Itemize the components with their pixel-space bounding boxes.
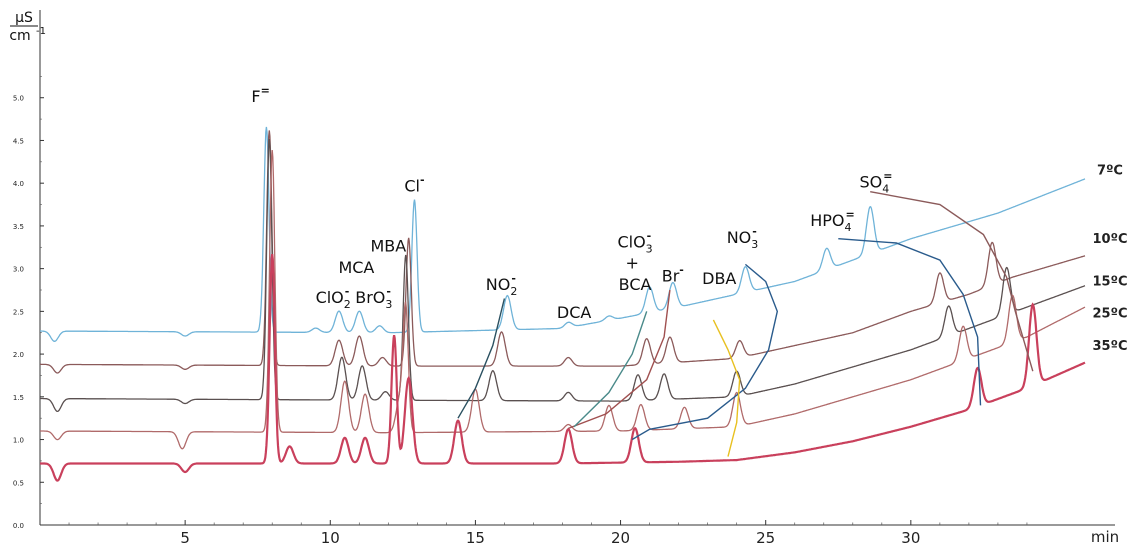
y-tick-label: 2.5	[13, 308, 24, 316]
peak-connector-6	[457, 298, 506, 419]
peak-annotation: +	[625, 254, 638, 273]
peak-annotation: NO2-	[486, 272, 518, 298]
y-tick-label: 0.5	[13, 479, 24, 487]
series-label: 10ºC	[1093, 232, 1128, 247]
series-label-layer: 7ºC 10ºC 15ºC 25ºC 35ºC	[1093, 164, 1128, 354]
x-tick-label: 5	[180, 529, 190, 547]
y-unit-exponent: -1	[36, 26, 46, 37]
series-label: 15ºC	[1093, 275, 1128, 290]
series-line-1	[40, 130, 1086, 374]
series-line-2	[40, 138, 1086, 413]
peak-annotation: SO4=	[860, 169, 893, 195]
peak-connector-1	[838, 238, 982, 406]
series-layer	[40, 126, 1086, 482]
peak-annotation: ClO3-	[617, 229, 652, 255]
x-tick-label: 20	[611, 529, 630, 547]
annotation-layer: F= Cl- MBA MCA ClO2- BrO3- NO2- DCA ClO3-+ BCA Br-…	[251, 84, 892, 322]
series-line-4	[40, 253, 1086, 482]
peak-annotation: BrO3-	[355, 285, 392, 311]
peak-annotation: HPO4=	[810, 208, 855, 234]
peak-annotation: NO3-	[727, 225, 759, 251]
y-tick-label: 1.5	[13, 394, 24, 402]
peak-connector-0	[870, 191, 1034, 372]
series-label: 7ºC	[1097, 164, 1123, 179]
series-label: 25ºC	[1093, 306, 1128, 321]
peak-annotation: DBA	[702, 269, 736, 288]
y-tick-label: 4.0	[13, 180, 24, 188]
peak-annotation: DCA	[557, 303, 591, 322]
y-tick-label: 1.0	[13, 437, 24, 445]
peak-connector-5	[573, 311, 648, 428]
peak-annotation: BCA	[619, 275, 652, 294]
y-tick-label: 2.0	[13, 351, 24, 359]
x-tick-label: 15	[466, 529, 485, 547]
y-tick-label: 4.5	[13, 137, 24, 145]
y-tick-label: 0.0	[13, 522, 24, 530]
series-line-0	[40, 126, 1086, 342]
series-line-3	[40, 150, 1086, 450]
y-unit-denominator: cm	[9, 28, 30, 44]
peak-annotation: Br-	[662, 263, 684, 285]
connectors-layer	[457, 191, 1034, 457]
peak-connector-2	[631, 263, 779, 441]
peak-annotation: MCA	[338, 258, 374, 277]
y-tick-label: 3.0	[13, 266, 24, 274]
axes: 0.0 0.5 1.0 1.5 2.0 2.5 3.0 3.5 4.0 4.5 5.0 5 10 15 20…	[9, 10, 1119, 547]
x-tick-label: 25	[756, 529, 775, 547]
y-tick-label: 5.0	[13, 95, 24, 103]
peak-connector-3	[712, 319, 741, 457]
peak-annotation: ClO2-	[316, 285, 351, 311]
x-axis-label: min	[1091, 528, 1119, 546]
peak-annotation: Cl-	[404, 174, 424, 196]
peak-annotation: MBA	[370, 237, 406, 256]
x-tick-label: 10	[321, 529, 340, 547]
y-tick-label: 3.5	[13, 223, 24, 231]
peak-annotation: F=	[251, 84, 269, 106]
x-tick-label: 30	[901, 529, 920, 547]
peak-connector-4	[568, 289, 671, 430]
y-unit-numerator: µS	[15, 10, 33, 26]
series-label: 35ºC	[1093, 339, 1128, 354]
